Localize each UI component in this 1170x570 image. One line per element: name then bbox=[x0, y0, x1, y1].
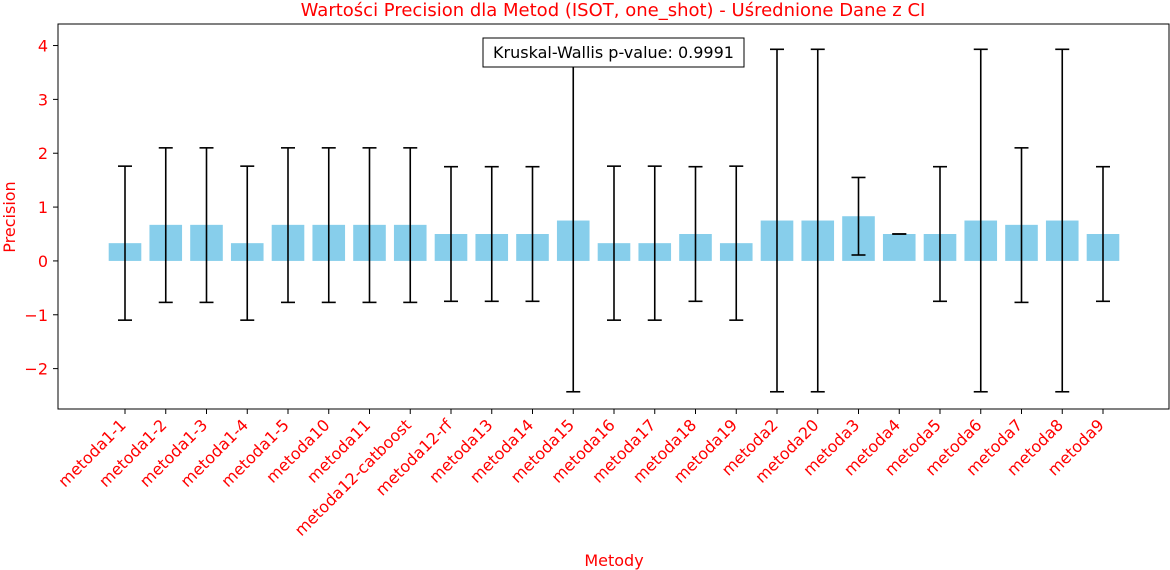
y-tick-label: 0 bbox=[38, 252, 48, 271]
error-bar-metoda14 bbox=[525, 165, 540, 303]
error-bar-metoda2 bbox=[770, 48, 784, 393]
x-axis-label: Metody bbox=[584, 551, 643, 570]
error-bar-metoda1-2 bbox=[158, 147, 173, 304]
bar-metoda4 bbox=[882, 234, 916, 261]
error-bar-metoda20 bbox=[810, 48, 825, 393]
y-tick-label: −2 bbox=[24, 360, 48, 379]
error-bar-metoda16 bbox=[607, 165, 621, 321]
error-bar-metoda1-3 bbox=[199, 147, 214, 304]
y-tick-label: 3 bbox=[38, 90, 48, 109]
error-bar-metoda1-5 bbox=[281, 147, 295, 304]
error-bar-metoda17 bbox=[647, 165, 662, 321]
error-bar-metoda19 bbox=[729, 165, 744, 321]
error-bar-metoda11 bbox=[362, 147, 377, 304]
error-bar-metoda1-1 bbox=[118, 165, 132, 321]
y-tick-label: 4 bbox=[38, 37, 48, 56]
kruskal-wallis-annotation: Kruskal-Wallis p-value: 0.9991 bbox=[493, 43, 734, 62]
annotation-box bbox=[482, 37, 745, 68]
error-bars-layer bbox=[118, 48, 1110, 393]
y-axis-label: Precision bbox=[0, 181, 19, 252]
error-bar-metoda12-catboost bbox=[403, 147, 418, 304]
y-tick-label: 1 bbox=[38, 198, 48, 217]
error-bar-metoda10 bbox=[321, 147, 336, 304]
error-bar-metoda1-4 bbox=[240, 165, 255, 321]
error-bar-metoda6 bbox=[973, 48, 988, 393]
y-axis-ticks: −2 −1 0 1 2 3 4 bbox=[24, 37, 58, 379]
chart-title: Wartości Precision dla Metod (ISOT, one_… bbox=[301, 0, 926, 21]
error-bar-metoda7 bbox=[1014, 147, 1029, 304]
error-bar-metoda8 bbox=[1055, 48, 1070, 393]
error-bar-metoda12-rf bbox=[444, 165, 458, 303]
y-tick-label: 2 bbox=[38, 144, 48, 163]
error-bar-metoda9 bbox=[1096, 165, 1110, 303]
y-tick-label: −1 bbox=[24, 306, 48, 325]
error-bar-metoda3 bbox=[851, 176, 866, 256]
error-bar-metoda18 bbox=[688, 165, 703, 303]
error-bar-metoda13 bbox=[484, 165, 499, 303]
x-axis-ticks: metoda1-1metoda1-2metoda1-3metoda1-4meto… bbox=[54, 409, 1108, 540]
error-bar-metoda5 bbox=[933, 165, 947, 303]
